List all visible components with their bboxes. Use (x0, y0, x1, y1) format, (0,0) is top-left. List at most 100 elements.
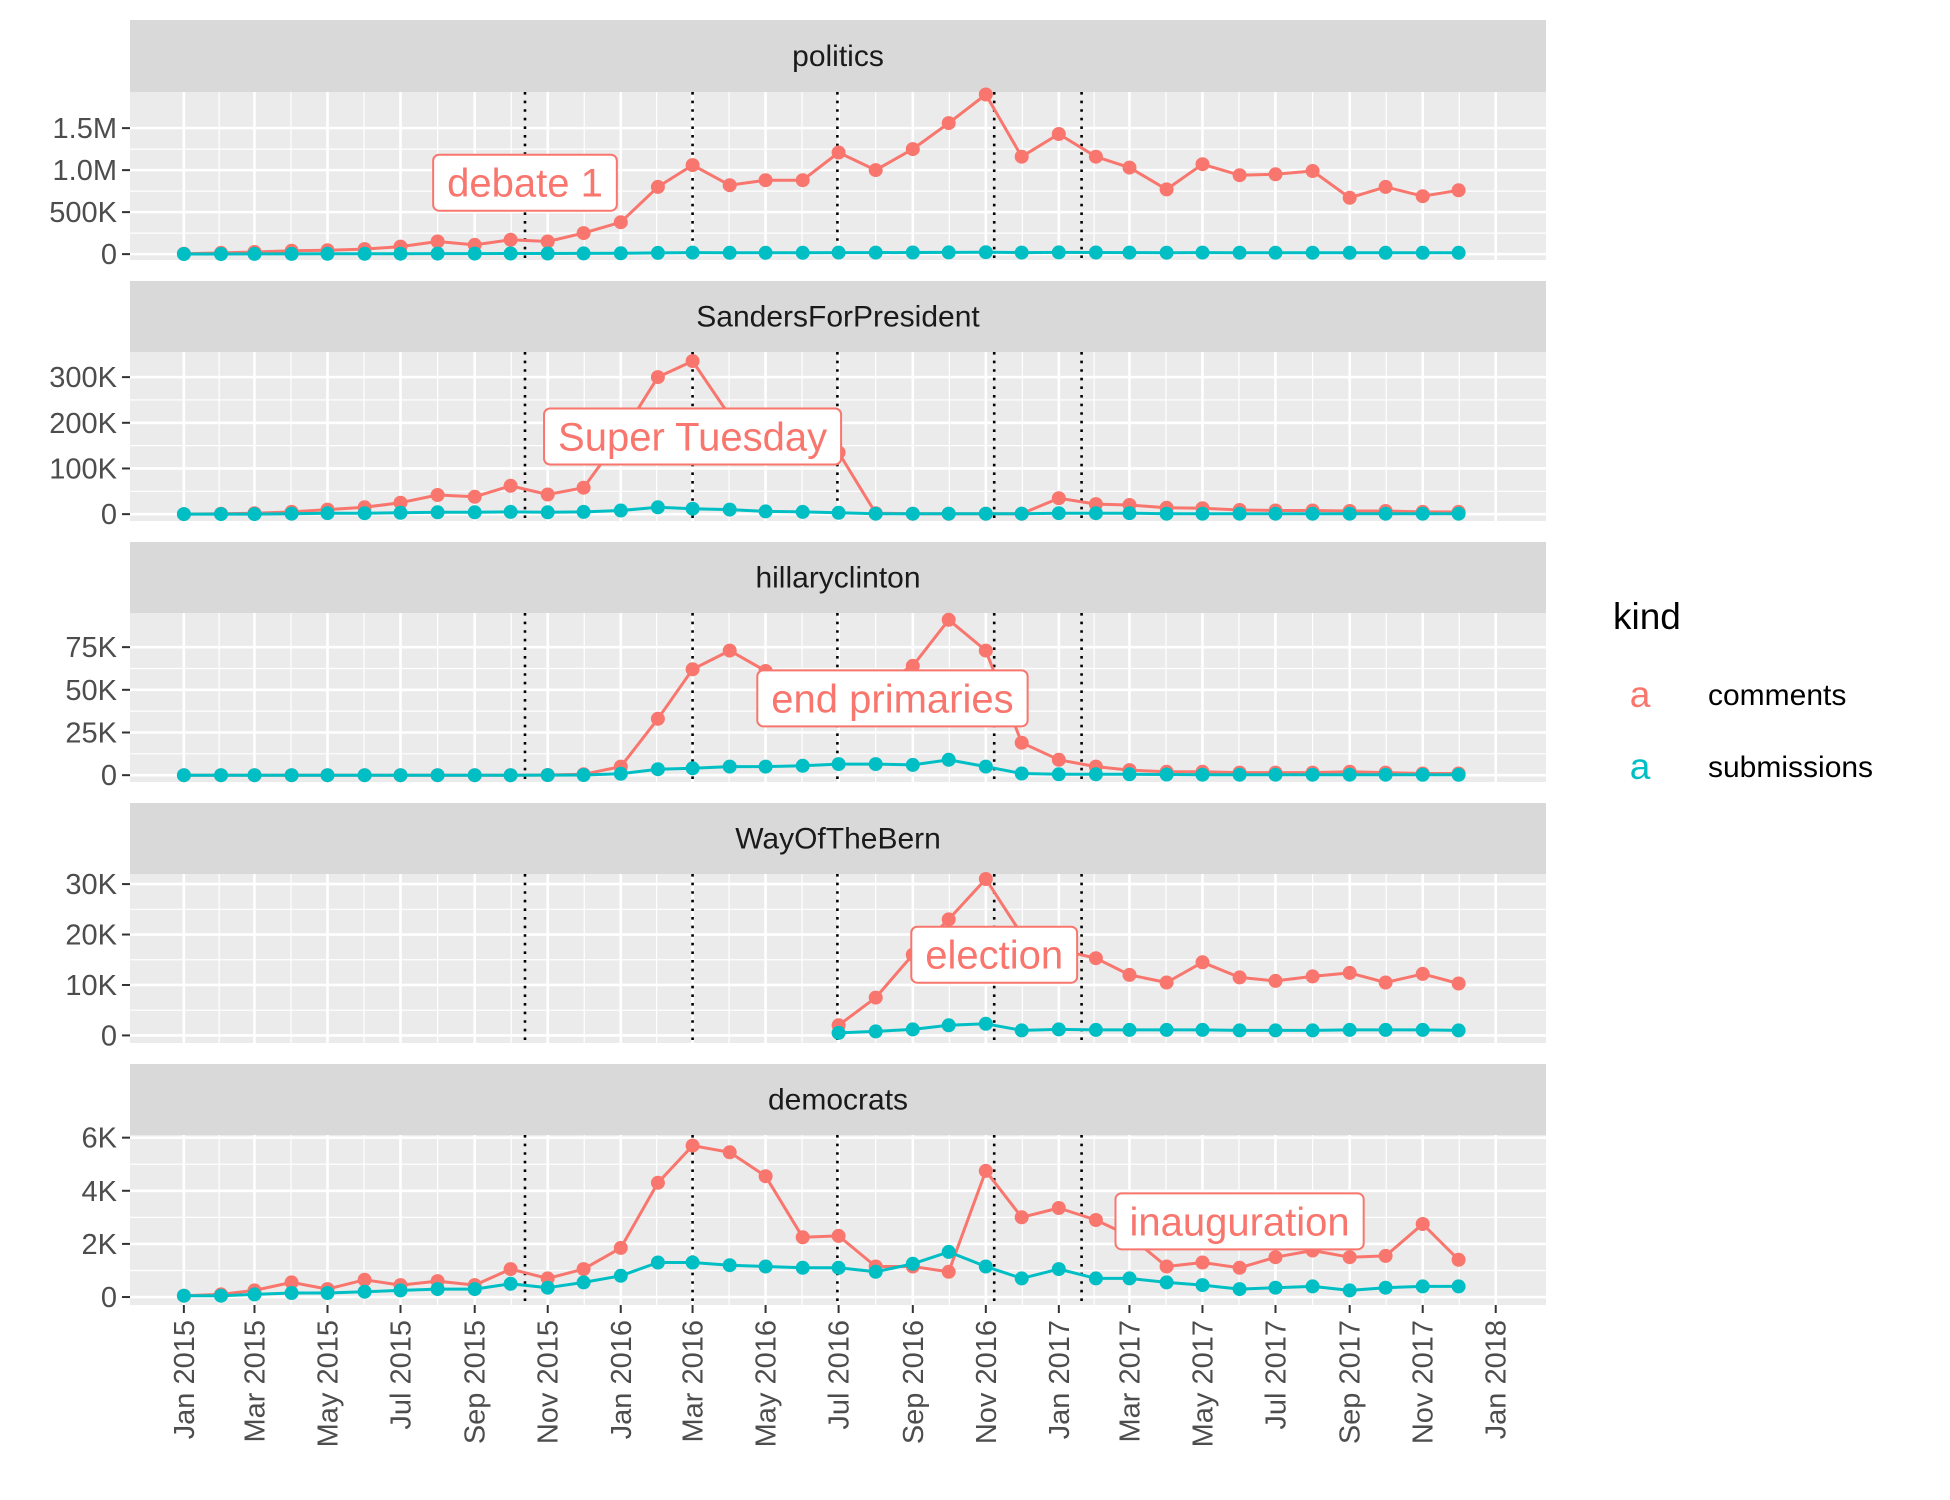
strip-background (130, 803, 1546, 874)
data-point (1305, 164, 1320, 178)
data-point (357, 506, 372, 521)
data-point (503, 504, 518, 519)
data-point (1378, 179, 1393, 194)
x-tick-label: Nov 2017 (1408, 1320, 1440, 1444)
x-tick-label: Jul 2016 (824, 1320, 856, 1430)
data-point (1305, 506, 1320, 521)
data-point (1195, 157, 1210, 172)
data-point (905, 142, 920, 157)
x-tick-label: Jan 2016 (606, 1320, 638, 1439)
data-point (758, 759, 773, 774)
data-point (1014, 506, 1029, 521)
data-point (357, 1284, 372, 1299)
data-point (905, 506, 920, 521)
strip-background (130, 542, 1546, 613)
data-point (1378, 767, 1393, 782)
data-point (1051, 767, 1066, 782)
data-point (1014, 1271, 1029, 1286)
data-point (430, 768, 445, 783)
data-point (1195, 1278, 1210, 1293)
data-point (685, 662, 700, 677)
data-point (1305, 1279, 1320, 1294)
y-tick-label: 4K (82, 1176, 118, 1208)
data-point (831, 1228, 846, 1243)
data-point (941, 1264, 956, 1279)
data-point (1159, 182, 1174, 197)
data-point (722, 1145, 737, 1160)
data-point (430, 488, 445, 502)
data-point (1014, 245, 1029, 260)
data-point (1088, 506, 1103, 521)
strip-title: SandersForPresident (696, 301, 980, 334)
data-point (176, 768, 191, 783)
y-tick-label: 0 (101, 1282, 117, 1314)
data-point (905, 1022, 920, 1037)
annotation-text: end primaries (771, 677, 1013, 721)
data-point (685, 1255, 700, 1270)
annotation-text: election (925, 934, 1063, 978)
data-point (1415, 189, 1430, 204)
data-point (1268, 767, 1283, 782)
data-point (1342, 1250, 1357, 1265)
data-point (214, 768, 228, 783)
data-point (1378, 506, 1393, 521)
data-point (1014, 1210, 1029, 1225)
data-point (1014, 735, 1029, 750)
data-point (1415, 767, 1430, 782)
data-point (722, 643, 737, 658)
data-point (795, 1260, 810, 1275)
x-tick-label: May 2017 (1187, 1320, 1219, 1447)
data-point (1378, 245, 1393, 260)
data-point (320, 768, 335, 783)
data-point (831, 505, 846, 520)
data-point (284, 768, 299, 783)
strip-title: democrats (768, 1084, 908, 1117)
y-tick-label: 75K (65, 632, 117, 664)
data-point (1088, 1022, 1103, 1037)
data-point (1232, 1023, 1247, 1038)
data-point (685, 245, 700, 260)
annotation-text: debate 1 (447, 162, 603, 206)
data-point (576, 1262, 591, 1277)
strip-background (130, 1064, 1546, 1135)
data-point (430, 505, 445, 520)
data-point (722, 759, 737, 774)
series-submissions (831, 1016, 1466, 1040)
data-point (576, 246, 591, 261)
data-point (685, 354, 700, 369)
data-point (1051, 491, 1066, 506)
data-point (247, 246, 262, 261)
data-point (1051, 245, 1066, 260)
data-point (1051, 127, 1066, 141)
data-point (941, 912, 956, 927)
data-point (1268, 973, 1283, 988)
x-tick-label: Jul 2015 (386, 1320, 418, 1430)
data-point (941, 1018, 956, 1033)
data-point (1342, 767, 1357, 782)
data-point (978, 1163, 993, 1178)
data-point (868, 1024, 883, 1039)
data-point (978, 759, 993, 774)
data-point (1195, 955, 1210, 970)
data-point (247, 1287, 262, 1302)
data-point (650, 1255, 665, 1270)
data-point (1159, 1022, 1174, 1037)
data-point (1195, 767, 1210, 782)
data-point (540, 505, 555, 520)
series-submissions (176, 1244, 1466, 1303)
legend-key-submissions: a (1630, 746, 1651, 787)
data-point (1122, 1022, 1137, 1037)
facet-WayOfTheBern: WayOfTheBern 0 10K 20K 30K election (65, 803, 1546, 1052)
data-point (1195, 506, 1210, 521)
data-point (576, 480, 591, 495)
annotation-label: Super Tuesday (543, 407, 843, 466)
data-point (1051, 1262, 1066, 1277)
data-point (1342, 506, 1357, 521)
data-point (214, 247, 228, 261)
data-point (320, 506, 335, 521)
y-tick-label: 6K (82, 1123, 118, 1155)
annotation-box (756, 669, 1029, 728)
data-point (905, 245, 920, 260)
data-point (467, 768, 482, 783)
series-comments (176, 1138, 1466, 1303)
